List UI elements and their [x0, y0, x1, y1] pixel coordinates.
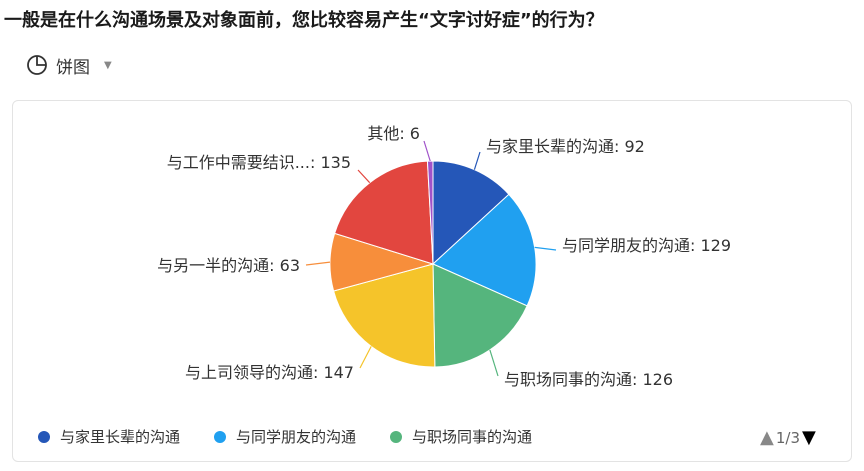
leader-line: [489, 349, 499, 377]
triangle-up-icon[interactable]: ▲: [760, 427, 774, 448]
data-label: 与同学朋友的沟通: 129: [562, 236, 731, 255]
caret-down-icon[interactable]: ▼: [104, 59, 112, 71]
pie-chart-icon: [27, 55, 47, 75]
triangle-down-icon[interactable]: ▼: [801, 427, 816, 448]
pie-slice[interactable]: [432, 263, 528, 368]
pie-slice[interactable]: [332, 263, 436, 368]
pie-slice[interactable]: [426, 160, 434, 265]
legend-dot: [214, 430, 227, 443]
legend-dot: [38, 430, 50, 443]
chart-type-selector[interactable]: 饼图 ▼: [26, 52, 112, 78]
legend-item[interactable]: 与同学朋友的沟通: [214, 426, 356, 447]
legend-label: 与同学朋友的沟通: [236, 428, 357, 446]
pie-slice[interactable]: [432, 160, 510, 266]
data-label: 与工作中需要结识...: 135: [167, 153, 351, 172]
leader-line: [359, 346, 372, 369]
leader-line: [534, 246, 557, 251]
data-label: 与职场同事的沟通: 126: [504, 370, 673, 389]
data-label: 其他: 6: [367, 124, 420, 143]
data-label: 与家里长辈的沟通: 92: [486, 137, 645, 156]
legend-item[interactable]: 与职场同事的沟通: [390, 426, 532, 447]
leader-line: [305, 261, 331, 266]
legend-dot: [390, 430, 403, 443]
legend: 与家里长辈的沟通 与同学朋友的沟通 与职场同事的沟通: [38, 426, 532, 447]
data-label: 与另一半的沟通: 63: [157, 256, 300, 275]
question-title: 一般是在什么沟通场景及对象面前，您比较容易产生“文字讨好症”的行为？: [4, 10, 604, 31]
pager-text: 1/3: [775, 428, 800, 447]
pie-slice[interactable]: [334, 160, 434, 265]
legend-pager: ▲ 1/3 ▼: [760, 427, 816, 448]
data-label: 与上司领导的沟通: 147: [185, 363, 354, 382]
chart-type-label: 饼图: [56, 57, 90, 78]
leader-line: [473, 151, 481, 170]
legend-item[interactable]: 与家里长辈的沟通: [38, 426, 180, 447]
leader-line: [357, 169, 371, 184]
legend-label: 与家里长辈的沟通: [60, 428, 181, 446]
leader-line: [423, 140, 431, 162]
legend-label: 与职场同事的沟通: [412, 428, 533, 446]
pie-slice[interactable]: [432, 193, 537, 307]
